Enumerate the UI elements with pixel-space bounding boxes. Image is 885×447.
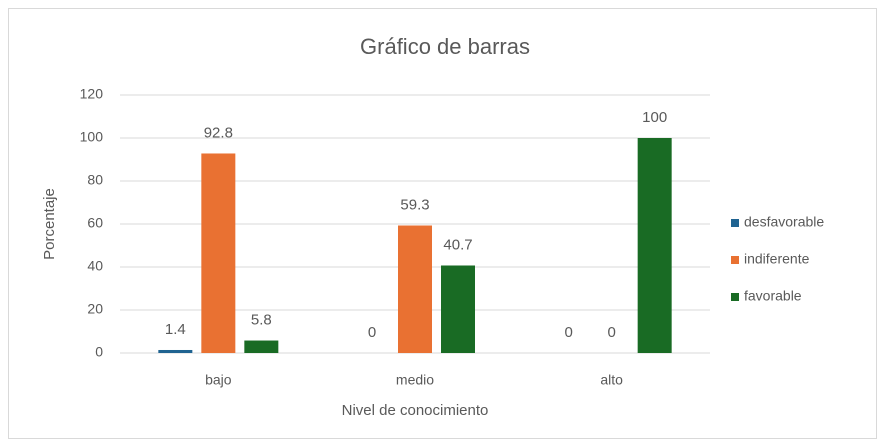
legend-swatch <box>731 293 739 301</box>
bar <box>244 340 279 353</box>
data-label: 59.3 <box>400 196 429 213</box>
data-label: 0 <box>564 324 572 341</box>
bar <box>441 265 475 353</box>
x-tick-label: alto <box>600 372 623 388</box>
x-axis-title: Nivel de conocimiento <box>342 402 489 419</box>
data-label: 100 <box>642 109 667 126</box>
legend-label: indiferente <box>744 251 810 267</box>
data-label: 5.8 <box>251 311 272 328</box>
x-tick-label: medio <box>396 372 434 388</box>
chart-title: Gráfico de barras <box>360 34 530 59</box>
y-tick-label: 20 <box>87 301 103 317</box>
y-tick-label: 60 <box>87 215 103 231</box>
data-label: 40.7 <box>443 236 472 253</box>
bar <box>158 349 193 353</box>
bar <box>201 153 236 353</box>
legend-swatch <box>731 219 739 227</box>
y-tick-label: 80 <box>87 172 103 188</box>
bar <box>398 225 432 353</box>
y-tick-label: 120 <box>80 86 104 102</box>
x-tick-label: bajo <box>205 372 232 388</box>
legend-label: favorable <box>744 288 802 304</box>
legend-label: desfavorable <box>744 214 824 230</box>
data-label: 0 <box>607 324 615 341</box>
legend-swatch <box>731 256 739 264</box>
data-label: 92.8 <box>204 124 233 141</box>
data-label: 1.4 <box>165 321 186 338</box>
bar <box>637 138 672 353</box>
y-tick-label: 0 <box>95 344 103 360</box>
y-tick-label: 100 <box>80 129 104 145</box>
y-tick-label: 40 <box>87 258 103 274</box>
data-label: 0 <box>368 324 376 341</box>
y-axis-title: Porcentaje <box>41 188 58 260</box>
